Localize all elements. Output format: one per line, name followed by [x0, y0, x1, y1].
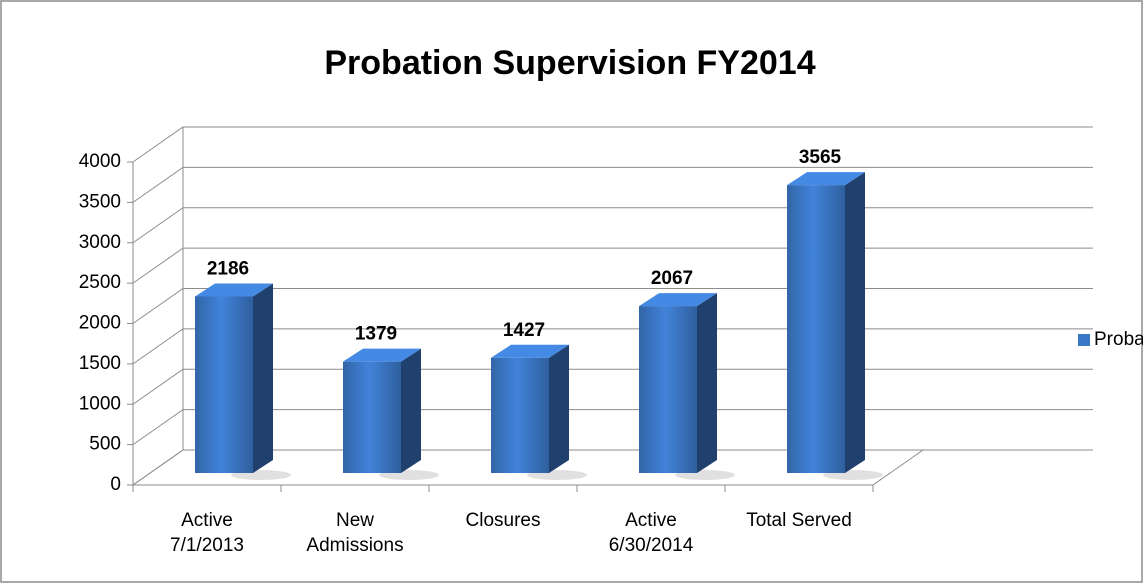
bar-side: [253, 283, 273, 473]
x-tick-label: Total Served: [746, 510, 852, 531]
bar-side: [549, 344, 569, 473]
bar: [491, 357, 549, 473]
x-tick-label: Closures: [465, 510, 541, 531]
y-tick-label: 3500: [79, 191, 121, 212]
bar-top: [343, 348, 421, 362]
value-label: 1427: [503, 320, 545, 341]
bar-side: [845, 172, 865, 473]
value-label: 1379: [355, 324, 397, 345]
bar-top: [491, 344, 569, 358]
bar: [639, 306, 697, 473]
grid-line: [132, 166, 1093, 203]
value-label: 3565: [799, 147, 842, 168]
legend-label: Probation: [1094, 329, 1143, 350]
x-tick-label: New Admissions: [306, 510, 404, 556]
value-label: 2067: [651, 268, 693, 289]
y-tick-label: 2000: [79, 313, 121, 334]
y-tick-label: 1000: [79, 393, 121, 414]
x-tick-label: Active 7/1/2013: [170, 510, 244, 556]
bar-top: [787, 172, 865, 186]
x-tick-label: Active 6/30/2014: [608, 510, 694, 556]
bar: [787, 185, 845, 473]
y-tick-label: 2500: [79, 272, 121, 293]
y-tick-label: 0: [110, 474, 121, 495]
chart-title: Probation Supervision FY2014: [324, 44, 815, 82]
bar: [195, 296, 253, 473]
legend-swatch: [1078, 334, 1090, 346]
y-tick-label: 1500: [79, 353, 121, 374]
bar: [343, 361, 401, 473]
bar-top: [195, 283, 273, 297]
bar-side: [401, 348, 421, 473]
y-tick-label: 4000: [79, 151, 121, 172]
y-tick-label: 3000: [79, 232, 121, 253]
bar-top: [639, 293, 717, 307]
value-label: 2186: [207, 258, 249, 279]
y-tick-label: 500: [89, 434, 121, 455]
grid-line: [132, 126, 1093, 163]
bar-side: [697, 293, 717, 473]
